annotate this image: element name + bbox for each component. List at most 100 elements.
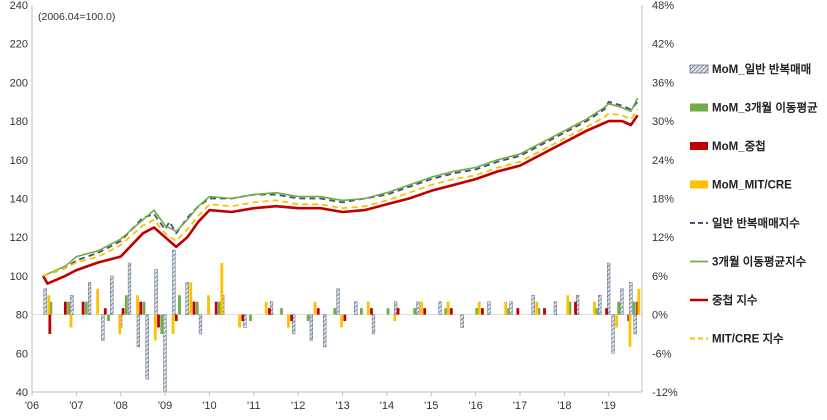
bar-MoM_일반 반복매매 (371, 314, 376, 335)
y-right-tick-label: 6% (652, 271, 668, 283)
bar-MoM_중첩 (396, 308, 400, 315)
bar-MoM_3개월 이동평균 (306, 314, 310, 322)
legend-item: 일반 반복매매지수 (690, 216, 800, 230)
bar-MoM_중첩 (268, 308, 271, 315)
legend-item: 중첩 지수 (690, 293, 758, 307)
y-right-tick-label: 0% (652, 310, 668, 322)
bar-MoM_MIT/CRE (238, 314, 241, 328)
legend-label: 3개월 이동평균지수 (712, 255, 807, 269)
x-tick-label: '08 (114, 400, 128, 412)
bar-MoM_MIT/CRE (220, 263, 224, 315)
bar-MoM_중첩 (290, 314, 294, 322)
y-left-tick-label: 240 (10, 0, 28, 12)
bar-MoM_MIT/CRE (153, 314, 157, 341)
bar-MoM_3개월 이동평균 (595, 308, 598, 315)
legend-item: 3개월 이동평균지수 (690, 255, 807, 269)
legend-item: MoM_3개월 이동평균 (690, 101, 818, 115)
bar-MoM_일반 반복매매 (87, 282, 92, 315)
bar-MoM_일반 반복매매 (629, 282, 633, 315)
bar-MoM_3개월 이동평균 (67, 301, 70, 315)
x-tick-label: '15 (424, 400, 438, 412)
legend-label: 중첩 지수 (712, 293, 758, 307)
axes-layer: 40 60 80 100 120 140 160 180 200 220 240 -12% -6% 0% 6… (10, 0, 678, 412)
bar-MoM_일반 반복매매 (509, 301, 513, 315)
legend-item: MIT/CRE 지수 (690, 332, 784, 346)
bar-MoM_3개월 이동평균 (49, 301, 53, 315)
bar-MoM_MIT/CRE (313, 301, 317, 315)
legend-swatch (689, 64, 709, 74)
legend: MoM_일반 반복매매 MoM_3개월 이동평균 MoM_중첩 MoM_MIT/CRE… (689, 62, 818, 346)
bar-MoM_MIT/CRE (477, 301, 481, 315)
bar-MoM_MIT/CRE (420, 301, 423, 315)
bar-MoM_일반 반복매매 (394, 301, 398, 315)
y-right-tick-label: -12% (652, 387, 678, 399)
bar-MoM_MIT/CRE (171, 314, 175, 334)
y-right-tick-label: 48% (652, 0, 674, 12)
bar-MoM_중첩 (480, 308, 484, 315)
bar-MoM_일반 반복매매 (598, 295, 602, 315)
bar-MoM_3개월 이동평균 (142, 301, 146, 315)
y-left-tick-label: 220 (10, 39, 28, 51)
line-MIT/CRE 지수 (42, 108, 639, 277)
bar-MoM_3개월 이동평균 (195, 301, 199, 315)
x-tick-label: '19 (602, 400, 616, 412)
bar-MoM_중첩 (174, 314, 178, 322)
y-left-tick-label: 140 (10, 194, 28, 206)
index-base-note: (2006.04=100.0) (38, 11, 115, 23)
legend-swatch (690, 180, 708, 189)
bar-MoM_3개월 이동평균 (249, 314, 252, 322)
bar-MoM_MIT/CRE (189, 282, 193, 315)
bar-MoM_3개월 이동평균 (413, 308, 417, 315)
bar-MoM_중첩 (423, 308, 427, 315)
bar-MoM_일반 반복매매 (110, 275, 114, 315)
bar-MoM_일반 반복매매 (70, 295, 74, 315)
y-right-tick-label: -6% (652, 348, 672, 360)
bar-MoM_중첩 (449, 308, 453, 315)
bar-MoM_3개월 이동평균 (386, 308, 390, 315)
y-right-tick-label: 42% (652, 39, 674, 51)
bar-MoM_3개월 이동평균 (506, 308, 510, 315)
bar-MoM_일반 반복매매 (354, 301, 358, 315)
bar-MoM_MIT/CRE (615, 314, 619, 328)
bar-MoM_중첩 (192, 301, 196, 315)
bar-MoM_일반 반복매매 (127, 262, 132, 315)
bar-MoM_중첩 (48, 314, 52, 334)
legend-item: MoM_일반 반복매매 (689, 62, 811, 76)
legend-swatch (690, 142, 708, 150)
x-tick-label: '14 (380, 400, 394, 412)
bar-MoM_일반 반복매매 (607, 262, 611, 315)
bar-MoM_MIT/CRE (628, 314, 632, 347)
y-left-tick-label: 80 (16, 310, 28, 322)
x-tick-label: '13 (335, 400, 349, 412)
bar-MoM_중첩 (543, 308, 546, 315)
bar-MoM_중첩 (139, 301, 143, 315)
bar-MoM_MIT/CRE (535, 301, 539, 315)
legend-label: 일반 반복매매지수 (712, 216, 800, 230)
bar-MoM_MIT/CRE (593, 301, 596, 315)
x-tick-label: '10 (202, 400, 216, 412)
bar-MoM_일반 반복매매 (154, 269, 158, 315)
y-left-tick-label: 160 (10, 155, 28, 167)
bar-MoM_중첩 (574, 301, 577, 315)
bar-MoM_일반 반복매매 (185, 282, 189, 315)
bar-MoM_일반 반복매매 (611, 314, 615, 354)
bar-MoM_3개월 이동평균 (84, 301, 88, 315)
y-right-tick-label: 24% (652, 155, 674, 167)
x-tick-label: '17 (513, 400, 527, 412)
bar-MoM_3개월 이동평균 (124, 295, 128, 315)
bar-MoM_중첩 (81, 301, 85, 315)
x-tick-label: '16 (468, 400, 482, 412)
bar-MoM_MIT/CRE (47, 295, 51, 315)
legend-item: MoM_중첩 (690, 139, 766, 153)
legend-label: MoM_일반 반복매매 (712, 62, 811, 76)
bar-MoM_일반 반복매매 (531, 295, 535, 315)
bar-MoM_중첩 (516, 308, 520, 315)
bar-MoM_3개월 이동평균 (537, 308, 541, 315)
bar-MoM_일반 반복매매 (292, 314, 296, 335)
x-tick-label: '07 (69, 400, 83, 412)
legend-label: MoM_중첩 (712, 139, 766, 153)
legend-item: MoM_MIT/CRE (690, 180, 792, 192)
y-right-tick-label: 36% (652, 77, 674, 89)
y-left-tick-label: 100 (10, 271, 28, 283)
legend-label: MoM_MIT/CRE (712, 180, 792, 192)
